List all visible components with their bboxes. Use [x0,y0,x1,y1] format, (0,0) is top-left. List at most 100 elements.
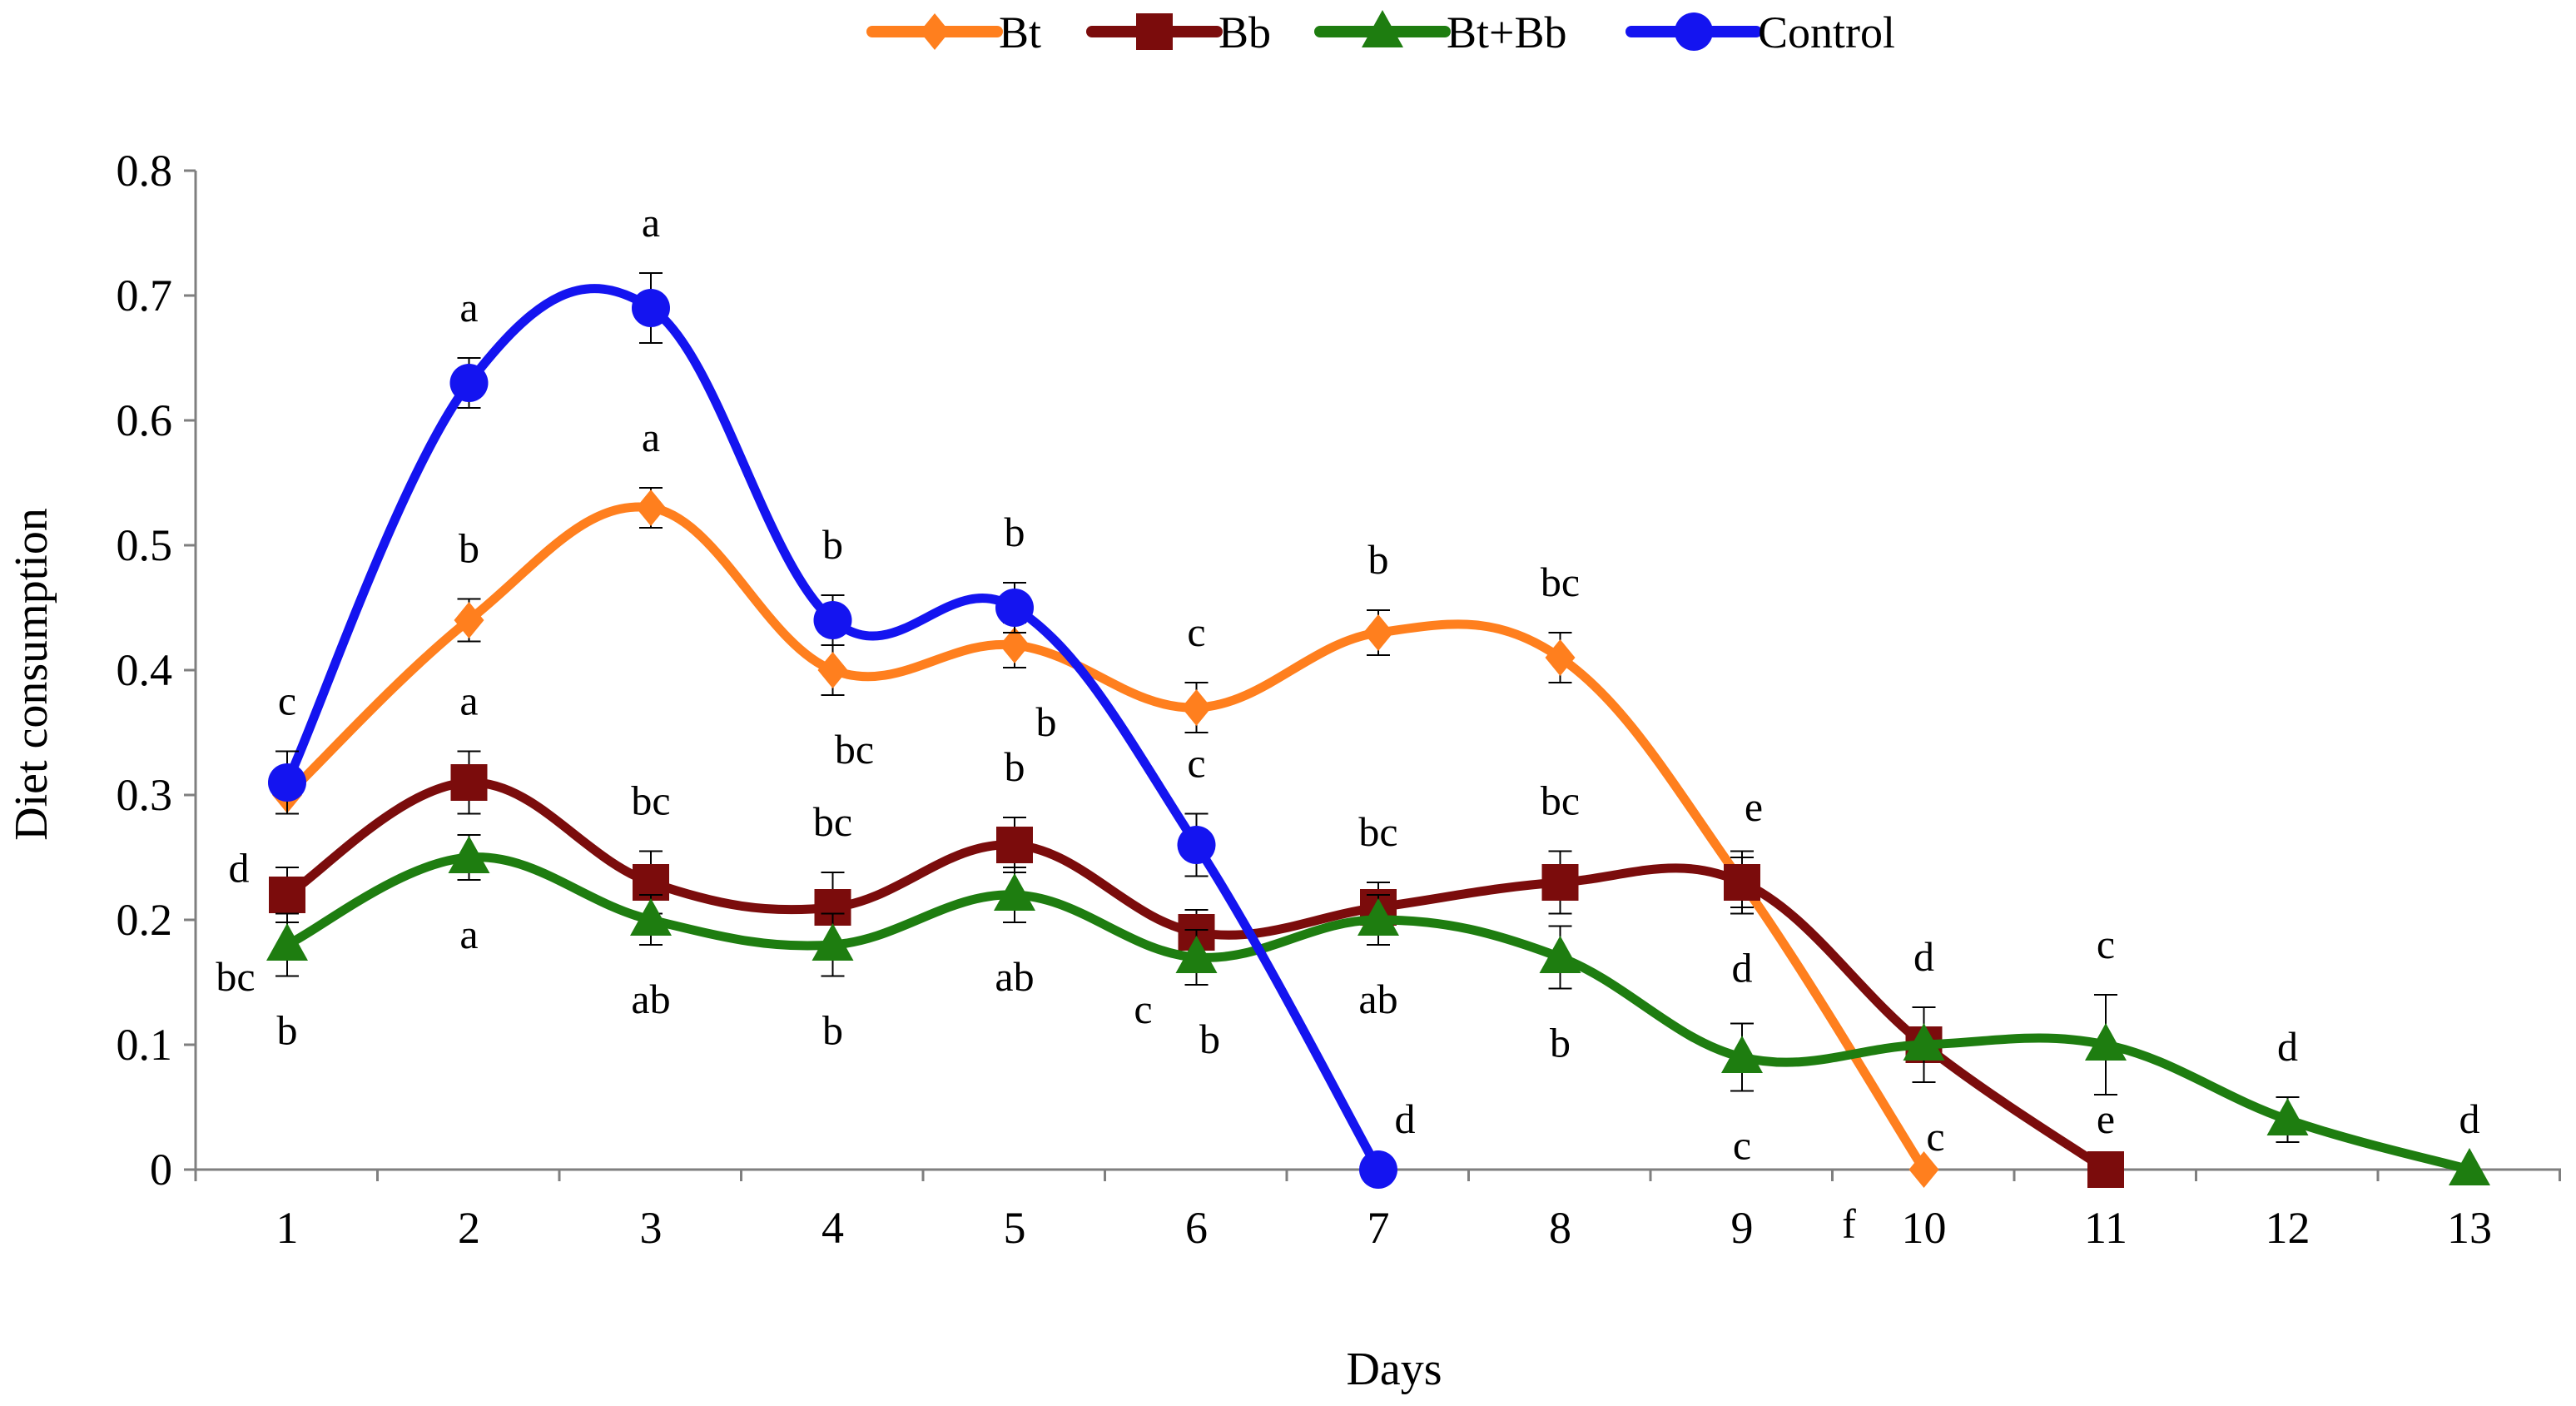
series-bb [269,750,2124,1188]
data-point-bt-bb [2266,1098,2309,1135]
sig-letter-bt-bb: b [277,1007,298,1054]
sig-letter-bb: bc [631,778,670,824]
sig-letter-bt-bb: c [1926,1113,1944,1160]
legend-label-bb: Bb [1219,7,1271,57]
legend-marker-bt [920,13,950,50]
legend-label-bt: Bt [999,7,1041,57]
legend: Bt Bb Bt+Bb Control [866,7,1895,57]
sig-letter-bt-bb: ab [995,953,1034,1000]
data-point-bt-bb [1721,1036,1763,1073]
sig-letter-bt: bc [835,726,874,773]
y-tick-label: 0.2 [117,895,173,945]
sig-letter-control: b [1005,509,1025,555]
x-tick-label: 11 [2084,1203,2127,1253]
y-tick-label: 0.3 [117,770,173,820]
sig-letter-control: d [1395,1095,1416,1142]
x-tick-label: 5 [1004,1203,1026,1253]
data-point-bt [636,489,666,526]
data-point-control [995,589,1034,627]
data-point-bt [1363,614,1393,651]
data-point-control [632,289,670,327]
sig-letter-bb: bc [1541,778,1580,824]
sig-letter-bt-bb: b [1550,1020,1571,1066]
data-point-bt [1000,627,1030,663]
x-tick-label: 2 [458,1203,480,1253]
x-tick-label: 8 [1549,1203,1571,1253]
data-point-bt [1908,1151,1939,1188]
sig-letter-bt: bc [1541,559,1580,605]
data-point-bt-bb [1903,1023,1945,1061]
axes: 00.10.20.30.40.50.60.70.81 2 3 4 5 6 7 8 9 10 11 12… [6,146,2561,1395]
legend-marker-bt-bb [1362,10,1403,47]
y-tick-label: 0.1 [117,1020,173,1070]
sig-letter-bt-bb: b [1199,1016,1220,1062]
data-point-bt-bb [812,923,854,961]
legend-label-bt-bb: Bt+Bb [1447,7,1567,57]
x-tick-label: 6 [1185,1203,1208,1253]
sig-letter-bb: bc [813,798,852,845]
data-point-control [1177,826,1216,864]
data-point-control [268,763,306,802]
sig-letter-bt-bb: ab [631,976,670,1022]
sig-letter-bt-bb: c [2097,921,2115,967]
legend-label-control: Control [1758,7,1895,57]
legend-item-control: Control [1626,7,1895,57]
data-point-bt-bb [994,873,1035,911]
y-tick-label: 0.4 [117,645,173,695]
x-tick-label: 10 [1902,1203,1947,1253]
data-point-bt [817,652,848,688]
data-point-control [813,601,852,639]
sig-letter-bt: d [229,845,250,892]
y-tick-label: 0 [150,1145,172,1195]
sig-letter-bb: d [1913,933,1934,980]
sig-letter-bt: b [459,525,479,572]
sig-letter-bt: c [1187,609,1205,655]
series-bt [272,487,1939,1188]
legend-item-bb: Bb [1086,7,1271,57]
data-point-bt [1545,639,1576,676]
sig-letter-bt: a [642,414,660,460]
x-axis-title: Days [1346,1344,1442,1395]
x-tick-label: 7 [1367,1203,1390,1253]
sig-letter-control: c [1187,740,1205,787]
data-point-bt-bb [2085,1023,2127,1061]
legend-item-bt-bb: Bt+Bb [1314,7,1567,57]
y-tick-label: 0.5 [117,520,173,570]
series-line-bt [282,502,1928,1175]
sig-letter-bb: a [459,678,478,724]
sig-letter-bt-bb: ab [1358,976,1397,1022]
data-point-bt-bb [448,836,490,873]
series-group [266,272,2490,1189]
sig-letter-bt-bb: c [1733,1122,1751,1169]
sig-letter-bt: b [1036,698,1057,745]
sig-letter-control: a [459,284,478,330]
y-axis-title: Diet consumption [6,508,57,841]
x-tick-label: 3 [640,1203,663,1253]
data-point-bt-bb [1539,936,1581,973]
data-point-control [1359,1150,1397,1189]
sig-letter-bt-bb: a [459,911,478,957]
data-point-bt-bb [1175,936,1218,973]
data-point-bb [2087,1151,2124,1188]
sig-letter-bb: b [1005,743,1025,790]
y-tick-label: 0.7 [117,271,173,320]
data-point-bt-bb [630,898,672,936]
data-point-bb [450,764,488,801]
sig-letter-bb: e [2097,1095,2115,1142]
legend-marker-control [1675,12,1713,51]
series-control [268,272,1397,1189]
sig-letter-bb: d [1732,945,1753,991]
series-bt-bb [266,834,2490,1185]
sig-letter-bt: e [1745,783,1763,830]
data-point-bt-bb [1357,898,1399,936]
sig-letter-control: b [822,521,843,568]
y-tick-label: 0.6 [117,395,173,445]
sig-letter-bt-bb: b [822,1007,843,1054]
data-point-bb [996,827,1033,863]
sig-letter-bb: bc [1358,808,1397,855]
legend-marker-bb [1136,13,1173,50]
data-point-bt [454,602,484,638]
